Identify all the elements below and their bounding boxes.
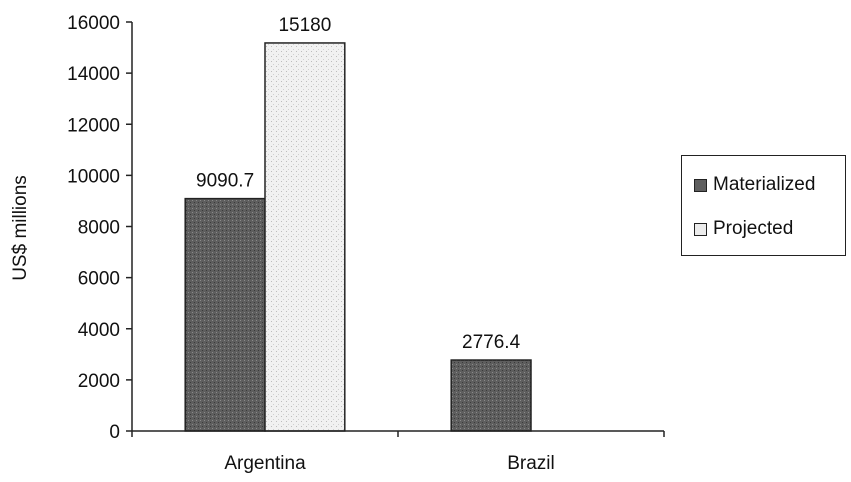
y-tick-label: 10000 <box>67 166 120 187</box>
x-category-label: Argentina <box>224 453 306 474</box>
bar-projected-argentina <box>264 42 346 432</box>
data-label: 2776.4 <box>462 332 521 353</box>
y-tick-label: 2000 <box>78 371 120 392</box>
legend-swatch-materialized <box>694 178 707 192</box>
data-label: 9090.7 <box>196 171 254 192</box>
data-label: 15180 <box>278 15 331 36</box>
legend: Materialized Projected <box>681 155 846 256</box>
y-tick-label: 14000 <box>67 64 120 85</box>
legend-label-materialized: Materialized <box>713 174 816 195</box>
y-axis-label: US$ millions <box>10 175 31 281</box>
legend-swatch-projected <box>694 222 707 236</box>
y-tick-label: 0 <box>109 422 120 443</box>
y-tick-label: 6000 <box>78 269 120 290</box>
legend-item-materialized: Materialized <box>694 174 815 196</box>
bar-materialized-argentina <box>184 197 266 432</box>
y-tick-label: 16000 <box>67 13 120 34</box>
y-tick-label: 8000 <box>78 218 120 239</box>
x-category-label: Brazil <box>507 453 555 474</box>
y-tick-label: 4000 <box>78 320 120 341</box>
legend-item-projected: Projected <box>694 218 793 240</box>
bar-materialized-brazil <box>450 359 532 432</box>
legend-label-projected: Projected <box>713 218 794 239</box>
y-tick-label: 12000 <box>67 115 120 136</box>
